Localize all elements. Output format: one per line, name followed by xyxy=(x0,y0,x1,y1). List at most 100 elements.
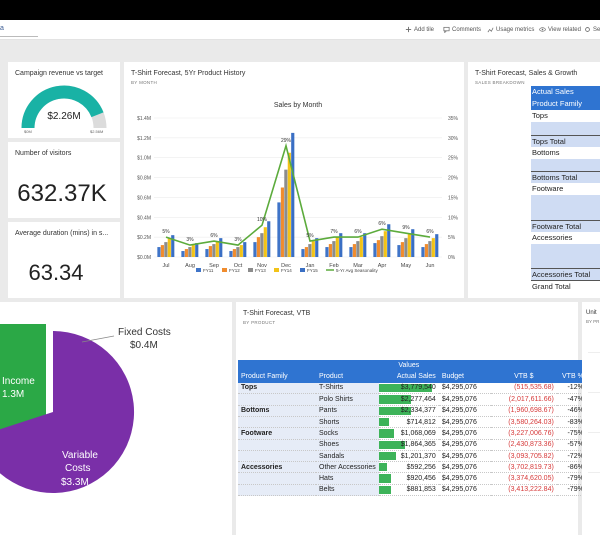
vtb-matrix[interactable]: Values Product Family Product Actual Sal… xyxy=(238,360,587,497)
bar xyxy=(188,247,192,257)
table-row[interactable]: Tops T-Shirts $3,779,540 $4,295,076 (515,535… xyxy=(238,382,587,395)
visitors-title: Number of visitors xyxy=(15,150,72,157)
col-budget[interactable]: Budget xyxy=(438,371,491,383)
units-title: Unit xyxy=(586,310,597,316)
view-related-button[interactable]: View related xyxy=(539,26,581,33)
bar xyxy=(328,244,332,257)
col-actual-sales[interactable]: Actual Sales xyxy=(378,371,439,383)
bar xyxy=(164,242,168,257)
gauge-title: Campaign revenue vs target xyxy=(15,70,103,77)
actual-sales-cell: $2,277,464 xyxy=(378,393,439,406)
table-row[interactable]: Accessories Other Accessories $592,256 $4,2… xyxy=(238,461,587,474)
bar xyxy=(256,237,260,257)
table-row[interactable]: Bottoms Pants $2,334,377 $4,295,076 (1,960,6… xyxy=(238,405,587,417)
cost-pie-tile[interactable]: Fixed Costs $0.4M Income 1.3M Variable C… xyxy=(0,302,232,535)
income-slice[interactable] xyxy=(0,324,46,441)
bar xyxy=(287,152,291,257)
sales-by-month-chart: Sales by Month $0.0M $0.2M $0.4M $0.6M $0.8M $… xyxy=(137,102,459,273)
vtb-values-row: Values xyxy=(238,360,587,372)
name-underline xyxy=(0,36,38,37)
table-row[interactable]: Footware Socks $1,068,069 $4,295,076 (3,227,… xyxy=(238,427,587,440)
bar xyxy=(352,244,356,257)
variable-costs-slice[interactable] xyxy=(0,331,135,493)
table-row[interactable]: Shoes $1,864,365 $4,295,076 (2,430,873.36) -… xyxy=(238,439,587,451)
gauge-max: $2.56M xyxy=(90,129,104,134)
product-family-cell xyxy=(238,450,316,463)
col-product[interactable]: Product xyxy=(316,371,379,383)
bar xyxy=(215,241,219,257)
bar xyxy=(308,244,312,257)
line-data-label: 5% xyxy=(306,233,314,239)
sales-bar xyxy=(378,383,432,393)
legend-label: FY11 xyxy=(203,268,214,273)
col-product-family[interactable]: Product Family xyxy=(238,371,316,383)
bar xyxy=(191,245,195,257)
legend-swatch xyxy=(274,268,279,272)
bar xyxy=(260,233,264,257)
bar xyxy=(428,241,432,257)
table-row[interactable]: Shorts $714,812 $4,295,076 (3,580,264.03) -8… xyxy=(238,416,587,429)
budget-cell: $4,295,076 xyxy=(438,416,491,429)
bar xyxy=(335,237,339,257)
bar xyxy=(277,202,281,257)
table-row[interactable]: Sandals $1,201,370 $4,295,076 (3,093,705.82… xyxy=(238,450,587,463)
duration-tile[interactable]: Average duration (mins) in s... 63.34 xyxy=(8,222,120,298)
vtb-pct-cell: -72% xyxy=(556,450,587,463)
sales-value: $1,201,370 xyxy=(400,452,436,460)
visitors-tile[interactable]: Number of visitors 632.37K xyxy=(8,142,120,218)
dashboard-name[interactable]: a xyxy=(0,25,4,32)
actual-sales-cell: $1,068,069 xyxy=(378,427,439,440)
usage-metrics-button[interactable]: Usage metrics xyxy=(487,26,534,33)
line-data-label: 10% xyxy=(257,217,268,223)
units-tile[interactable]: Unit BY PR xyxy=(582,302,600,535)
legend-label: FY15 xyxy=(307,268,318,273)
actual-sales-cell: $881,853 xyxy=(378,484,439,497)
variable-costs-value: $3.3M xyxy=(61,477,89,488)
bar xyxy=(219,238,223,257)
product-family-cell: Tops xyxy=(238,382,316,395)
budget-cell: $4,295,076 xyxy=(438,405,491,417)
vtb-dollar-cell: (2,017,611.66) xyxy=(490,393,557,406)
plus-icon xyxy=(405,26,412,33)
bar xyxy=(184,249,188,257)
comments-button[interactable]: Comments xyxy=(443,26,481,33)
sales-row-tops: Tops xyxy=(531,110,600,122)
bar xyxy=(435,234,439,257)
actual-sales-cell: $3,779,540 xyxy=(378,382,439,395)
y2-tick-label: 15% xyxy=(448,195,459,201)
variable-costs-label-2: Costs xyxy=(65,463,91,474)
legend-swatch xyxy=(222,268,227,272)
gear-icon xyxy=(585,27,590,32)
sales-bar xyxy=(378,474,392,483)
col-vtb-dollar[interactable]: VTB $ xyxy=(490,371,557,383)
gauge-tile[interactable]: Campaign revenue vs target $2.26M $0M $2… xyxy=(8,62,120,138)
actual-sales-cell: $2,334,377 xyxy=(378,405,439,417)
table-row[interactable]: Polo Shirts $2,277,464 $4,295,076 (2,017,61… xyxy=(238,393,587,406)
table-row[interactable]: Belts $881,853 $4,295,076 (3,413,222.84) -79… xyxy=(238,484,587,497)
y-tick-label: $0.2M xyxy=(137,235,151,241)
sales-value: $881,853 xyxy=(406,486,436,494)
settings-button[interactable]: Se xyxy=(584,26,600,33)
add-tile-button[interactable]: Add tile xyxy=(405,26,434,33)
y2-tick-label: 20% xyxy=(448,176,459,182)
table-row[interactable]: Hats $920,456 $4,295,076 (3,374,620.05) -79% xyxy=(238,472,587,485)
line-data-label: 9% xyxy=(402,225,410,231)
fixed-costs-leader xyxy=(81,335,115,343)
legend-label: 5-Yr Avg Seasonality xyxy=(336,268,378,273)
bar xyxy=(339,233,343,257)
sales-row-bottoms: Bottoms xyxy=(531,147,600,159)
duration-value: 63.34 xyxy=(28,260,84,285)
product-family-cell xyxy=(238,416,316,429)
forecast-chart-tile[interactable]: T-Shirt Forecast, 5Yr Product History BY… xyxy=(124,62,464,298)
actual-sales-cell: $592,256 xyxy=(378,461,439,474)
sales-row-footware-total: Footware Total xyxy=(531,220,600,232)
col-vtb-pct[interactable]: VTB % xyxy=(556,371,587,383)
line-data-label: 5% xyxy=(162,229,170,235)
line-data-label: 7% xyxy=(330,229,338,235)
bar xyxy=(411,229,415,257)
sales-row-bottoms-total: Bottoms Total xyxy=(531,171,600,183)
top-bar xyxy=(0,0,600,20)
x-tick-label: May xyxy=(401,263,412,269)
sales-bar xyxy=(378,395,411,404)
units-gridline xyxy=(588,432,600,433)
